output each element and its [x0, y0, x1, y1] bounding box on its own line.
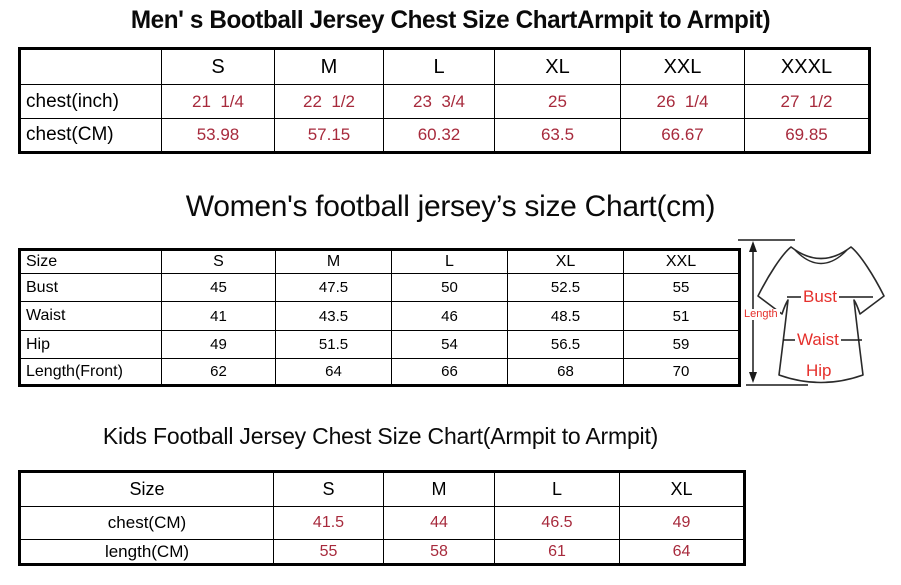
kids-size-table: Size S M L XL chest(CM) 41.5 44 46.5 49 …: [18, 470, 746, 566]
table-cell: 52.5: [507, 273, 624, 302]
table-cell: 41.5: [273, 506, 384, 540]
collar-inner-line: [794, 249, 848, 265]
table-cell: 53.98: [161, 118, 275, 153]
table-cell: 26 1/4: [620, 84, 745, 119]
table-cell: 47.5: [275, 273, 392, 302]
table-row: length(CM) 55 58 61 64: [19, 539, 745, 565]
row-label: chest(CM): [19, 118, 162, 153]
length-label: Length: [742, 308, 780, 320]
header-cell: XXL: [620, 48, 745, 85]
table-row: Bust 45 47.5 50 52.5 55: [19, 273, 740, 302]
table-row: Hip 49 51.5 54 56.5 59: [19, 330, 740, 359]
tshirt-measurement-diagram: Length Bust Waist Hip: [738, 235, 901, 397]
table-row: Length(Front) 62 64 66 68 70: [19, 358, 740, 386]
header-cell: M: [274, 48, 384, 85]
table-header-row: Size S M L XL XXL: [19, 249, 740, 274]
header-cell: M: [275, 249, 392, 274]
table-cell: 64: [619, 539, 745, 565]
hip-label: Hip: [804, 361, 834, 380]
table-cell: 61: [494, 539, 620, 565]
header-cell: L: [391, 249, 508, 274]
kids-chart-title: Kids Football Jersey Chest Size Chart(Ar…: [102, 423, 659, 449]
table-cell: 44: [383, 506, 495, 540]
header-cell: XXXL: [744, 48, 870, 85]
table-row: chest(inch) 21 1/4 22 1/2 23 3/4 25 26 1…: [19, 84, 870, 119]
table-cell: 49: [619, 506, 745, 540]
table-cell: 46.5: [494, 506, 620, 540]
table-row: chest(CM) 41.5 44 46.5 49: [19, 506, 745, 540]
header-cell: Size: [19, 249, 162, 274]
table-cell: 41: [161, 301, 276, 331]
header-cell: [19, 48, 162, 85]
table-cell: 55: [623, 273, 740, 302]
row-label: Waist: [19, 301, 162, 331]
table-cell: 50: [391, 273, 508, 302]
table-cell: 64: [275, 358, 392, 386]
bust-label: Bust: [801, 287, 840, 306]
header-cell: L: [383, 48, 495, 85]
table-cell: 57.15: [274, 118, 384, 153]
table-cell: 48.5: [507, 301, 624, 331]
row-label: length(CM): [19, 539, 274, 565]
table-cell: 59: [623, 330, 740, 359]
row-label: Hip: [19, 330, 162, 359]
arrow-up-icon: [749, 241, 757, 252]
table-cell: 22 1/2: [274, 84, 384, 119]
table-cell: 51.5: [275, 330, 392, 359]
header-cell: S: [273, 471, 384, 507]
header-cell: Size: [19, 471, 274, 507]
table-cell: 51: [623, 301, 740, 331]
row-label: chest(inch): [19, 84, 162, 119]
table-cell: 63.5: [494, 118, 621, 153]
table-cell: 46: [391, 301, 508, 331]
table-cell: 70: [623, 358, 740, 386]
header-cell: S: [161, 48, 275, 85]
table-cell: 58: [383, 539, 495, 565]
header-cell: XXL: [623, 249, 740, 274]
row-label: Length(Front): [19, 358, 162, 386]
waist-label: Waist: [795, 330, 841, 349]
table-cell: 43.5: [275, 301, 392, 331]
table-cell: 49: [161, 330, 276, 359]
women-size-table: Size S M L XL XXL Bust 45 47.5 50 52.5 5…: [18, 248, 741, 387]
header-cell: L: [494, 471, 620, 507]
table-cell: 54: [391, 330, 508, 359]
table-cell: 66: [391, 358, 508, 386]
tshirt-shape: [757, 246, 885, 384]
table-cell: 60.32: [383, 118, 495, 153]
header-cell: S: [161, 249, 276, 274]
men-chart-title: Men' s Bootball Jersey Chest Size ChartA…: [130, 6, 771, 34]
header-cell: XL: [507, 249, 624, 274]
men-size-table: S M L XL XXL XXXL chest(inch) 21 1/4 22 …: [18, 47, 871, 154]
table-header-row: S M L XL XXL XXXL: [19, 48, 870, 85]
table-cell: 21 1/4: [161, 84, 275, 119]
table-cell: 62: [161, 358, 276, 386]
table-cell: 45: [161, 273, 276, 302]
arrow-down-icon: [749, 372, 757, 383]
row-label: Bust: [19, 273, 162, 302]
header-cell: M: [383, 471, 495, 507]
row-label: chest(CM): [19, 506, 274, 540]
table-cell: 25: [494, 84, 621, 119]
women-chart-title: Women's football jersey’s size Chart(cm): [185, 190, 716, 223]
table-cell: 66.67: [620, 118, 745, 153]
table-cell: 23 3/4: [383, 84, 495, 119]
table-cell: 68: [507, 358, 624, 386]
table-cell: 56.5: [507, 330, 624, 359]
table-header-row: Size S M L XL: [19, 471, 745, 507]
table-cell: 27 1/2: [744, 84, 870, 119]
table-row: chest(CM) 53.98 57.15 60.32 63.5 66.67 6…: [19, 118, 870, 153]
header-cell: XL: [494, 48, 621, 85]
table-cell: 55: [273, 539, 384, 565]
header-cell: XL: [619, 471, 745, 507]
table-row: Waist 41 43.5 46 48.5 51: [19, 301, 740, 331]
table-cell: 69.85: [744, 118, 870, 153]
